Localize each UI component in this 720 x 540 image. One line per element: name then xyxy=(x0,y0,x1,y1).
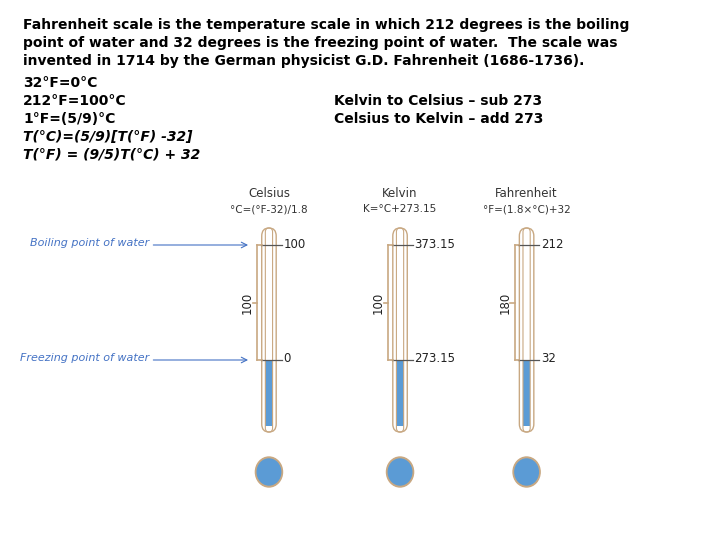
FancyBboxPatch shape xyxy=(262,228,276,432)
Text: 1°F=(5/9)°C: 1°F=(5/9)°C xyxy=(23,112,115,126)
Text: Fahrenheit scale is the temperature scale in which 212 degrees is the boiling: Fahrenheit scale is the temperature scal… xyxy=(23,18,629,32)
Circle shape xyxy=(388,459,412,485)
Text: T(°C)=(5/9)[T(°F) -32]: T(°C)=(5/9)[T(°F) -32] xyxy=(23,130,192,144)
Circle shape xyxy=(515,459,539,485)
Text: K=°C+273.15: K=°C+273.15 xyxy=(364,204,436,214)
Text: 0: 0 xyxy=(284,353,291,366)
Text: 32: 32 xyxy=(541,353,556,366)
Text: 100: 100 xyxy=(284,238,306,251)
Circle shape xyxy=(256,457,282,487)
Text: °C=(°F-32)/1.8: °C=(°F-32)/1.8 xyxy=(230,204,307,214)
Bar xyxy=(397,360,404,426)
Text: 212: 212 xyxy=(541,238,564,251)
Circle shape xyxy=(513,457,540,487)
Text: °F=(1.8×°C)+32: °F=(1.8×°C)+32 xyxy=(482,204,570,214)
Text: 180: 180 xyxy=(498,292,511,314)
FancyBboxPatch shape xyxy=(519,228,534,432)
Text: 273.15: 273.15 xyxy=(415,353,456,366)
Text: Freezing point of water: Freezing point of water xyxy=(20,353,150,363)
Text: 100: 100 xyxy=(240,292,253,314)
Circle shape xyxy=(387,457,413,487)
Text: 373.15: 373.15 xyxy=(415,238,455,251)
Text: Celsius to Kelvin – add 273: Celsius to Kelvin – add 273 xyxy=(334,112,544,126)
Bar xyxy=(523,360,530,426)
Text: 100: 100 xyxy=(372,292,385,314)
Text: point of water and 32 degrees is the freezing point of water.  The scale was: point of water and 32 degrees is the fre… xyxy=(23,36,618,50)
Text: invented in 1714 by the German physicist G.D. Fahrenheit (1686-1736).: invented in 1714 by the German physicist… xyxy=(23,54,585,68)
FancyBboxPatch shape xyxy=(393,228,408,432)
Bar xyxy=(266,360,273,426)
Text: Kelvin to Celsius – sub 273: Kelvin to Celsius – sub 273 xyxy=(334,94,542,108)
Text: Fahrenheit: Fahrenheit xyxy=(495,187,558,200)
Text: 212°F=100°C: 212°F=100°C xyxy=(23,94,127,108)
Text: Celsius: Celsius xyxy=(248,187,290,200)
Text: 32°F=0°C: 32°F=0°C xyxy=(23,76,97,90)
Text: T(°F) = (9/5)T(°C) + 32: T(°F) = (9/5)T(°C) + 32 xyxy=(23,148,200,162)
Circle shape xyxy=(257,459,281,485)
Text: Kelvin: Kelvin xyxy=(382,187,418,200)
Text: Boiling point of water: Boiling point of water xyxy=(30,238,150,248)
